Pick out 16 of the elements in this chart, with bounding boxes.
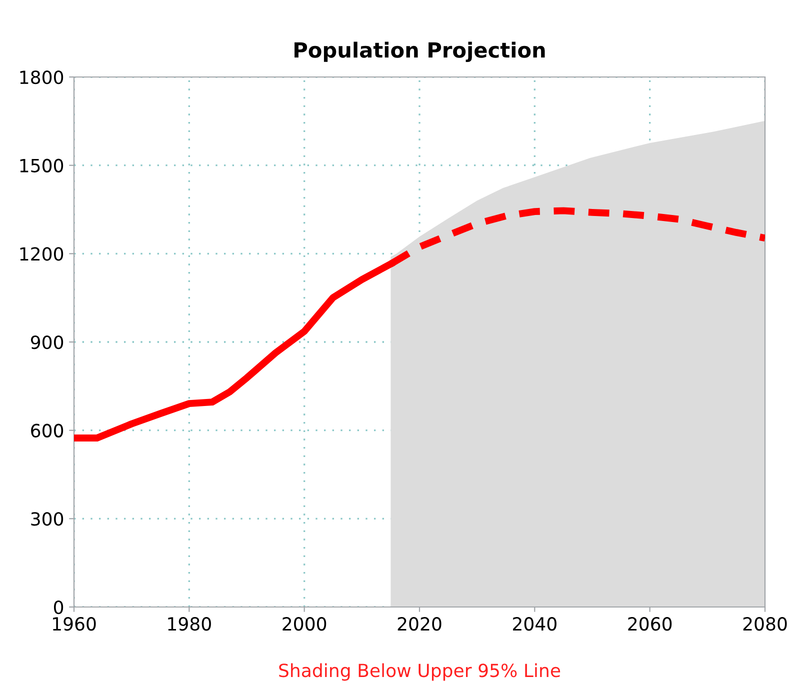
y-tick-label: 0 — [54, 600, 64, 614]
x-tick-label: 2020 — [398, 617, 442, 631]
x-tick-label: 1980 — [168, 617, 211, 631]
y-tick-label: 300 — [31, 512, 64, 526]
y-tick-label: 600 — [31, 424, 64, 438]
x-tick-label: 2080 — [743, 617, 787, 631]
y-tick-label: 1800 — [20, 70, 64, 84]
y-tick-label: 1500 — [20, 158, 64, 172]
chart-title: Population Projection — [294, 42, 545, 62]
x-tick-label: 2040 — [513, 617, 556, 631]
y-tick-label: 1200 — [20, 247, 64, 261]
y-tick-label: 900 — [30, 335, 64, 350]
text: Shading Below Upper 95% Line — [279, 663, 560, 681]
x-tick-label: 2000 — [282, 617, 326, 631]
x-tick-label: 1960 — [53, 617, 96, 631]
x-tick-label: 2060 — [628, 617, 672, 631]
